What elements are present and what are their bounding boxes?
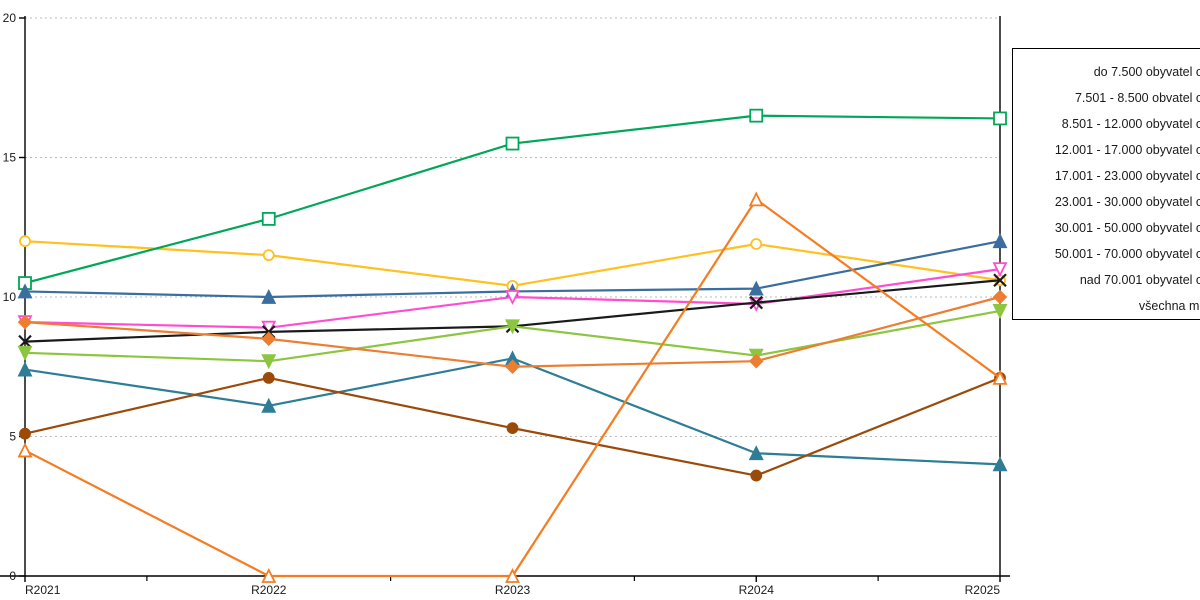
legend-item[interactable]: 30.001 - 50.000 obyvatel obce bbox=[1054, 221, 1200, 235]
series-30.001 - 50.000 obyvatel obce bbox=[17, 350, 1008, 472]
legend-item[interactable]: 50.001 - 70.000 obyvatel obce bbox=[1054, 247, 1200, 261]
y-axis-tick-labels: 0 5 10 15 20 bbox=[3, 11, 17, 583]
svg-text:R2024: R2024 bbox=[739, 583, 775, 597]
legend-item[interactable]: 12.001 - 17.000 obyvatel obce bbox=[1054, 143, 1200, 157]
legend-item[interactable]: do 7.500 obyvatel obce bbox=[1093, 65, 1200, 79]
legend-item[interactable]: 8.501 - 12.000 obyvatel obce bbox=[1061, 117, 1200, 131]
data-series-group bbox=[17, 108, 1008, 583]
line-chart: 0 5 10 15 20 R2021 R2022 R2023 R2024 R2025 bbox=[0, 11, 1010, 597]
legend-item[interactable]: 7.501 - 8.500 obvatel obce bbox=[1074, 91, 1200, 105]
series-7.501 - 8.500 obvatel obce bbox=[18, 108, 1007, 290]
legend-item[interactable]: 17.001 - 23.000 obyvatel obce bbox=[1054, 169, 1200, 183]
legend-item[interactable]: všechna města bbox=[1138, 299, 1200, 313]
svg-text:20: 20 bbox=[3, 11, 17, 25]
legend-item[interactable]: nad 70.001 obyvatel obce bbox=[1079, 273, 1200, 287]
svg-text:R2021: R2021 bbox=[25, 583, 61, 597]
series-všechna města bbox=[17, 289, 1008, 375]
svg-text:R2025: R2025 bbox=[965, 583, 1001, 597]
x-axis-tick-labels: R2021 R2022 R2023 R2024 R2025 bbox=[25, 583, 1000, 597]
legend-item[interactable]: 23.001 - 30.000 obyvatel obce bbox=[1054, 195, 1200, 209]
svg-text:R2022: R2022 bbox=[251, 583, 287, 597]
series-50.001 - 70.000 obyvatel obce bbox=[19, 372, 1006, 482]
svg-text:R2023: R2023 bbox=[495, 583, 531, 597]
svg-text:10: 10 bbox=[3, 290, 17, 304]
series-nad 70.001 obyvatel obce bbox=[17, 191, 1008, 583]
svg-text:15: 15 bbox=[3, 151, 17, 165]
svg-text:0: 0 bbox=[9, 569, 16, 583]
svg-text:5: 5 bbox=[9, 430, 16, 444]
legend-box: do 7.500 obyvatel obce 7.501 - 8.500 obv… bbox=[1012, 48, 1200, 320]
